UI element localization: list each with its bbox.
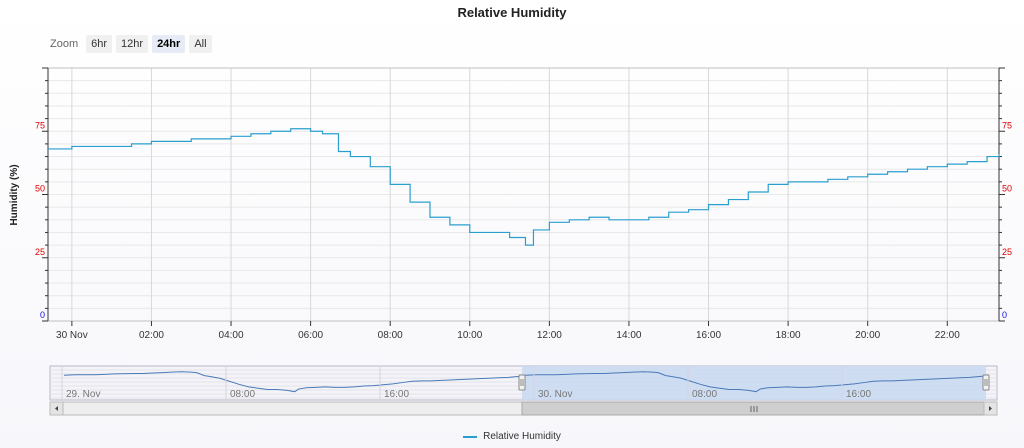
zoom-all-button[interactable]: All [189, 35, 212, 53]
navigator-tick-label: 16:00 [384, 389, 409, 400]
chart-title: Relative Humidity [457, 5, 567, 20]
navigator: 29. Nov 08:00 16:00 30. Nov 08:00 16:00 [49, 365, 998, 416]
y-tick-label-right: 50 [1002, 184, 1012, 194]
y-tick-label-left: 0 [40, 310, 45, 320]
zoom-24hr-button[interactable]: 24hr [152, 35, 186, 53]
legend-label: Relative Humidity [483, 431, 561, 442]
x-tick-label: 12:00 [537, 330, 562, 341]
y-tick-label-left: 50 [35, 184, 45, 194]
x-tick-label: 04:00 [219, 330, 244, 341]
scrollbar-right-arrow[interactable] [983, 401, 998, 416]
x-tick-label: 06:00 [298, 330, 323, 341]
zoom-12hr-button[interactable]: 12hr [116, 35, 149, 53]
y-tick-label-right: 0 [1002, 310, 1007, 320]
navigator-handle-right[interactable] [982, 374, 990, 391]
plot-grid [47, 67, 1000, 322]
scrollbar-left-arrow[interactable] [49, 401, 64, 416]
legend[interactable]: Relative Humidity [0, 431, 1024, 442]
zoom-selector: Zoom 6hr 12hr 24hr All [50, 35, 212, 53]
y-tick-label-right: 25 [1002, 247, 1012, 257]
series-line-relative-humidity [48, 128, 1000, 246]
navigator-tick-label: 29. Nov [66, 389, 100, 400]
navigator-tick-label: 30. Nov [538, 389, 572, 400]
x-tick-label: 22:00 [935, 330, 960, 341]
navigator-tick-label: 08:00 [230, 389, 255, 400]
zoom-label: Zoom [50, 38, 79, 50]
zoom-6hr-button[interactable]: 6hr [86, 35, 113, 53]
x-axis: 30 Nov 02:00 04:00 06:00 08:00 10:00 12:00 14:0… [56, 321, 960, 341]
navigator-tick-label: 16:00 [846, 389, 871, 400]
x-tick-label: 30 Nov [56, 330, 88, 341]
legend-line-swatch [463, 435, 478, 438]
y-tick-label-left: 75 [35, 120, 45, 130]
y-tick-label-right: 75 [1002, 120, 1012, 130]
y-tick-label-left: 25 [35, 247, 45, 257]
navigator-selection [522, 366, 986, 400]
x-tick-label: 18:00 [776, 330, 801, 341]
navigator-tick-label: 08:00 [692, 389, 717, 400]
x-tick-label: 02:00 [139, 330, 164, 341]
y-axis-left: 0 25 50 75 [35, 67, 49, 322]
y-axis-title: Humidity (%) [9, 164, 20, 225]
x-tick-label: 20:00 [855, 330, 880, 341]
x-tick-label: 14:00 [616, 330, 641, 341]
x-tick-label: 16:00 [696, 330, 721, 341]
y-axis-right: 0 25 50 75 [998, 67, 1012, 322]
x-tick-label: 08:00 [378, 330, 403, 341]
navigator-handle-left[interactable] [518, 374, 526, 391]
x-tick-label: 10:00 [457, 330, 482, 341]
series-group [48, 128, 1000, 246]
